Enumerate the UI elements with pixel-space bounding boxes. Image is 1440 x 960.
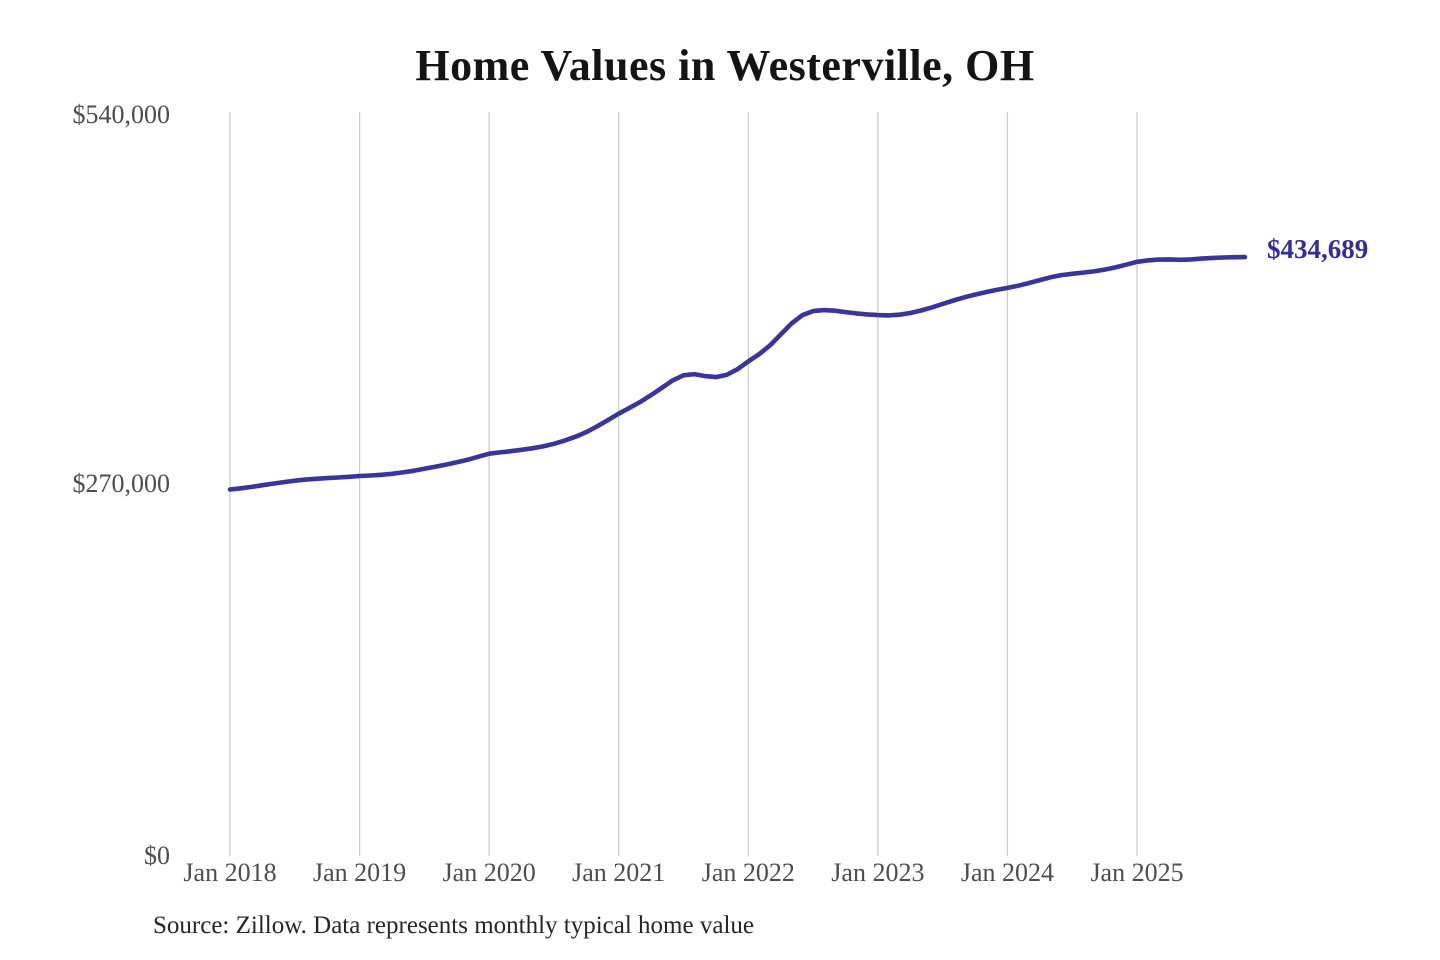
y-tick-label: $270,000 [72, 469, 171, 498]
y-tick-label: $0 [144, 841, 170, 870]
x-tick-label: Jan 2025 [1090, 858, 1184, 887]
source-note: Source: Zillow. Data represents monthly … [153, 912, 754, 939]
x-tick-label: Jan 2018 [183, 858, 277, 887]
x-tick-label: Jan 2023 [831, 858, 925, 887]
x-tick-label: Jan 2020 [442, 858, 536, 887]
y-tick-label: $540,000 [72, 100, 171, 129]
final-value-label: $434,689 [1267, 234, 1369, 265]
x-tick-label: Jan 2019 [312, 858, 407, 887]
x-tick-label: Jan 2021 [572, 858, 666, 887]
home-value-line [227, 254, 1248, 492]
x-tick-label: Jan 2022 [701, 858, 795, 887]
chart-title: Home Values in Westerville, OH [415, 41, 1035, 90]
x-tick-label: Jan 2024 [960, 858, 1055, 887]
